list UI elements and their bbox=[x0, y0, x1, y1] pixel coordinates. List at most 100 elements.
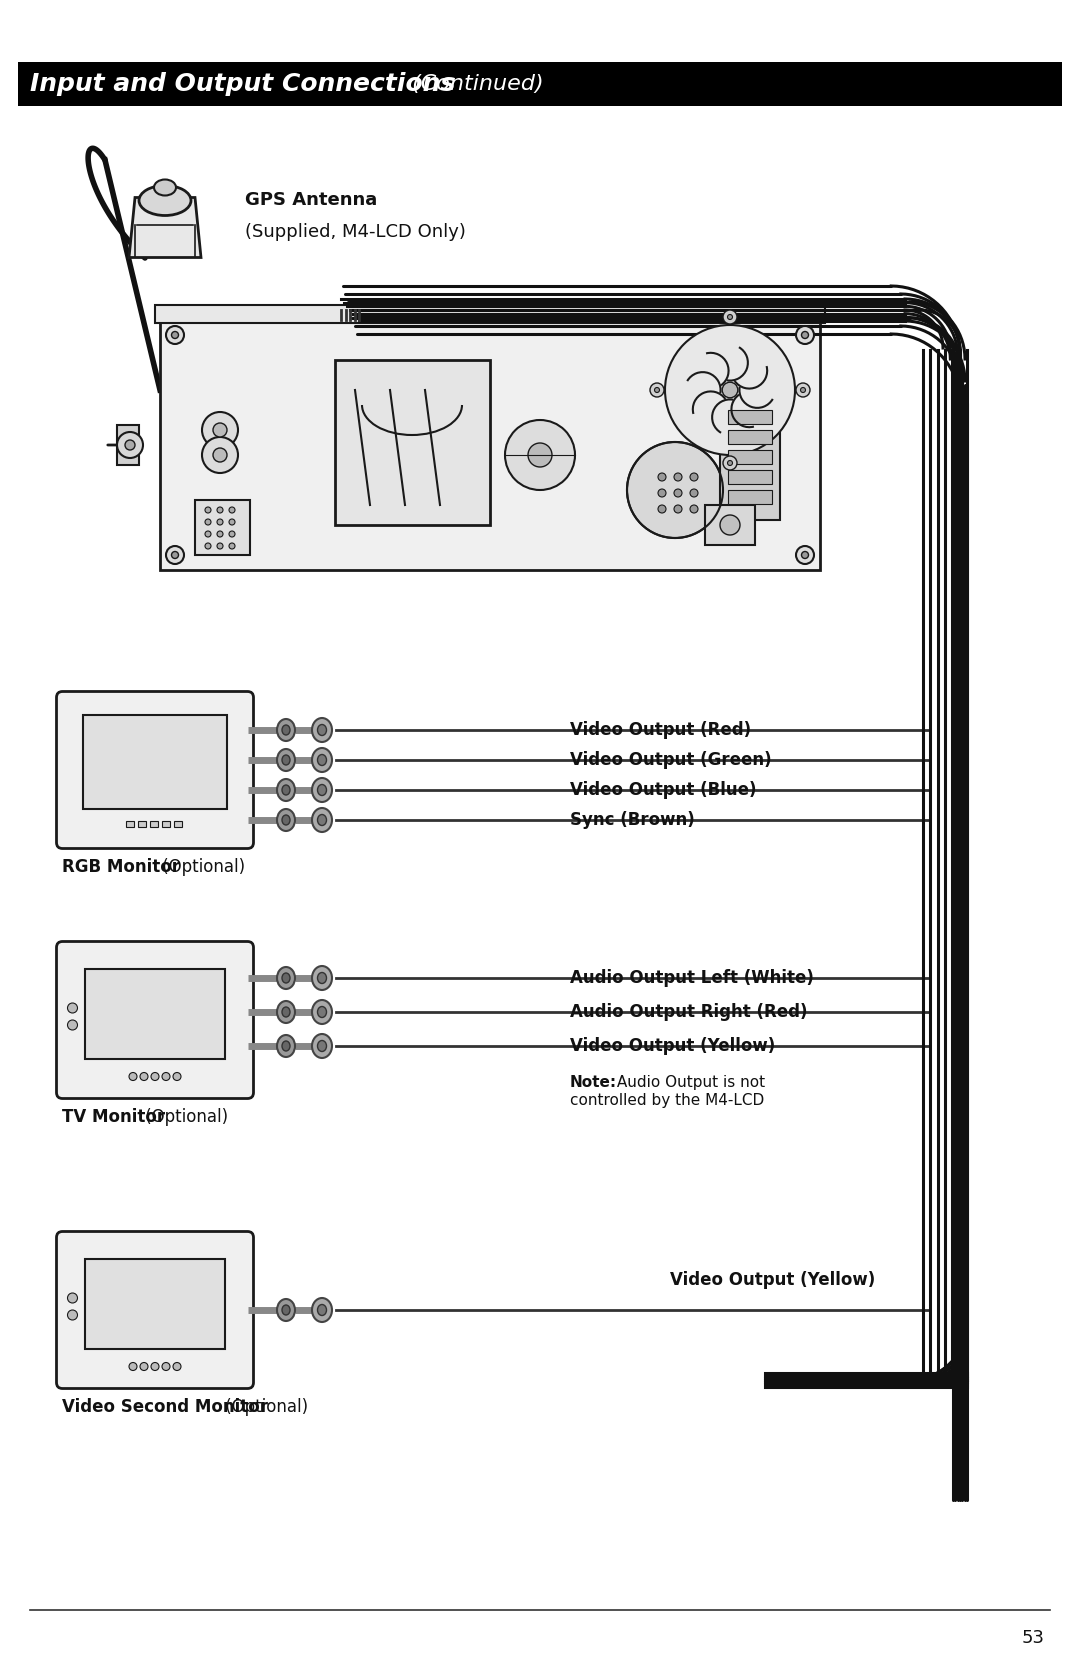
Circle shape bbox=[728, 461, 732, 466]
Circle shape bbox=[172, 332, 178, 339]
Ellipse shape bbox=[312, 1298, 332, 1322]
Polygon shape bbox=[129, 197, 201, 257]
Circle shape bbox=[796, 382, 810, 397]
Circle shape bbox=[796, 325, 814, 344]
Circle shape bbox=[658, 506, 666, 512]
Circle shape bbox=[205, 542, 211, 549]
Bar bbox=[728, 491, 772, 504]
Ellipse shape bbox=[276, 966, 295, 990]
Bar bbox=[18, 62, 1062, 107]
Circle shape bbox=[67, 1310, 78, 1320]
Circle shape bbox=[801, 551, 809, 559]
Bar bbox=[160, 320, 820, 571]
Text: TV Monitor: TV Monitor bbox=[62, 1108, 165, 1127]
Ellipse shape bbox=[276, 1298, 295, 1320]
Circle shape bbox=[166, 546, 184, 564]
Circle shape bbox=[129, 1362, 137, 1370]
Circle shape bbox=[674, 472, 681, 481]
Ellipse shape bbox=[318, 973, 326, 983]
Ellipse shape bbox=[318, 784, 326, 796]
Circle shape bbox=[117, 432, 143, 457]
Circle shape bbox=[217, 531, 222, 537]
Circle shape bbox=[67, 1003, 78, 1013]
Text: (Optional): (Optional) bbox=[220, 1399, 308, 1415]
Bar bbox=[195, 501, 249, 556]
Circle shape bbox=[217, 519, 222, 526]
Circle shape bbox=[205, 507, 211, 512]
Ellipse shape bbox=[276, 1001, 295, 1023]
Ellipse shape bbox=[282, 1305, 291, 1315]
FancyBboxPatch shape bbox=[56, 691, 254, 848]
Ellipse shape bbox=[312, 748, 332, 773]
Text: Video Output (Yellow): Video Output (Yellow) bbox=[670, 1272, 875, 1288]
Circle shape bbox=[723, 456, 737, 471]
Circle shape bbox=[674, 506, 681, 512]
Circle shape bbox=[690, 472, 698, 481]
Bar bbox=[335, 361, 490, 526]
Text: Audio Output Left (White): Audio Output Left (White) bbox=[570, 970, 814, 986]
Text: Video Output (Blue): Video Output (Blue) bbox=[570, 781, 756, 799]
Text: Audio Output is not: Audio Output is not bbox=[612, 1075, 765, 1090]
Circle shape bbox=[140, 1362, 148, 1370]
Circle shape bbox=[125, 441, 135, 451]
Circle shape bbox=[162, 1073, 170, 1080]
FancyBboxPatch shape bbox=[56, 1232, 254, 1389]
Ellipse shape bbox=[154, 180, 176, 195]
Circle shape bbox=[229, 542, 235, 549]
Circle shape bbox=[796, 546, 814, 564]
Circle shape bbox=[690, 506, 698, 512]
Circle shape bbox=[658, 472, 666, 481]
Circle shape bbox=[650, 382, 664, 397]
Ellipse shape bbox=[312, 966, 332, 990]
Bar bbox=[728, 411, 772, 424]
Circle shape bbox=[800, 387, 806, 392]
Circle shape bbox=[229, 519, 235, 526]
Ellipse shape bbox=[312, 808, 332, 833]
Circle shape bbox=[172, 551, 178, 559]
Circle shape bbox=[67, 1020, 78, 1030]
Circle shape bbox=[723, 310, 737, 324]
Bar bbox=[728, 431, 772, 444]
Circle shape bbox=[674, 489, 681, 497]
Circle shape bbox=[528, 442, 552, 467]
Ellipse shape bbox=[312, 778, 332, 803]
Circle shape bbox=[151, 1362, 159, 1370]
Circle shape bbox=[213, 422, 227, 437]
Ellipse shape bbox=[318, 1040, 326, 1051]
Circle shape bbox=[505, 421, 575, 491]
Ellipse shape bbox=[282, 814, 291, 824]
Bar bbox=[117, 426, 139, 466]
Ellipse shape bbox=[282, 1041, 291, 1051]
Circle shape bbox=[658, 489, 666, 497]
Circle shape bbox=[229, 531, 235, 537]
Ellipse shape bbox=[139, 185, 191, 215]
Circle shape bbox=[720, 516, 740, 536]
Ellipse shape bbox=[276, 749, 295, 771]
Bar bbox=[156, 305, 825, 324]
Text: GPS Antenna: GPS Antenna bbox=[245, 190, 377, 209]
Text: Sync (Brown): Sync (Brown) bbox=[570, 811, 694, 829]
Ellipse shape bbox=[276, 719, 295, 741]
Bar bbox=[174, 821, 183, 826]
Text: (Optional): (Optional) bbox=[157, 858, 245, 876]
Bar bbox=[162, 821, 170, 826]
Text: Video Second Monitor: Video Second Monitor bbox=[62, 1399, 268, 1415]
Ellipse shape bbox=[282, 784, 291, 794]
Text: (Optional): (Optional) bbox=[140, 1108, 228, 1127]
Ellipse shape bbox=[282, 1006, 291, 1016]
Ellipse shape bbox=[312, 718, 332, 743]
Ellipse shape bbox=[312, 1035, 332, 1058]
Bar bbox=[84, 970, 226, 1058]
Bar bbox=[728, 471, 772, 484]
Text: (Supplied, M4-LCD Only): (Supplied, M4-LCD Only) bbox=[245, 224, 465, 240]
Text: Input and Output Connections: Input and Output Connections bbox=[30, 72, 456, 97]
Circle shape bbox=[627, 442, 723, 537]
Ellipse shape bbox=[282, 724, 291, 734]
Ellipse shape bbox=[318, 724, 326, 736]
Circle shape bbox=[665, 325, 795, 456]
Circle shape bbox=[173, 1073, 181, 1080]
Circle shape bbox=[654, 387, 660, 392]
Text: Video Output (Yellow): Video Output (Yellow) bbox=[570, 1036, 775, 1055]
Circle shape bbox=[173, 1362, 181, 1370]
Text: Video Output (Red): Video Output (Red) bbox=[570, 721, 751, 739]
